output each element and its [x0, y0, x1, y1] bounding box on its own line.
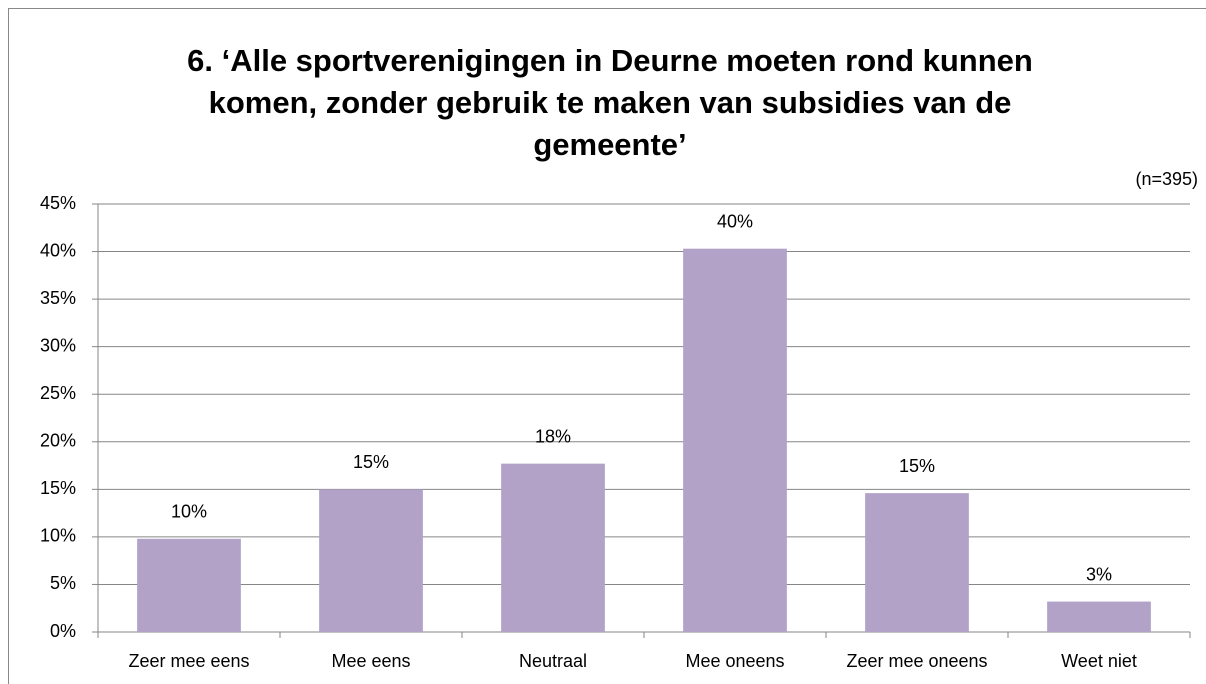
- chart-title: 6. ‘Alle sportverenigingen in Deurne moe…: [187, 43, 1033, 162]
- x-tick-label: Weet niet: [1061, 651, 1137, 671]
- data-label: 40%: [717, 211, 753, 231]
- x-tick-label: Mee oneens: [685, 651, 784, 671]
- bar: [319, 489, 423, 632]
- y-tick-label: 5%: [50, 573, 76, 593]
- bar: [683, 248, 787, 633]
- y-tick-label: 40%: [40, 240, 76, 260]
- data-label: 15%: [899, 456, 935, 476]
- x-tick-label: Neutraal: [519, 651, 587, 671]
- y-tick-label: 35%: [40, 288, 76, 308]
- x-tick-label: Zeer mee eens: [128, 651, 249, 671]
- y-tick-label: 0%: [50, 621, 76, 641]
- data-label: 10%: [171, 502, 207, 522]
- bar: [1047, 601, 1151, 632]
- bar: [137, 538, 241, 632]
- x-tick-label: Zeer mee oneens: [846, 651, 987, 671]
- y-tick-label: 25%: [40, 383, 76, 403]
- x-tick-label: Mee eens: [331, 651, 410, 671]
- chart-frame: [8, 8, 1206, 684]
- data-label: 15%: [353, 452, 389, 472]
- y-tick-label: 20%: [40, 431, 76, 451]
- data-label: 3%: [1086, 564, 1112, 584]
- annotation: (n=395): [1135, 169, 1198, 189]
- bar: [501, 463, 605, 632]
- y-tick-label: 10%: [40, 526, 76, 546]
- y-tick-label: 30%: [40, 335, 76, 355]
- data-label: 18%: [535, 426, 571, 446]
- bar: [865, 493, 969, 632]
- y-tick-label: 15%: [40, 478, 76, 498]
- y-tick-label: 45%: [40, 193, 76, 213]
